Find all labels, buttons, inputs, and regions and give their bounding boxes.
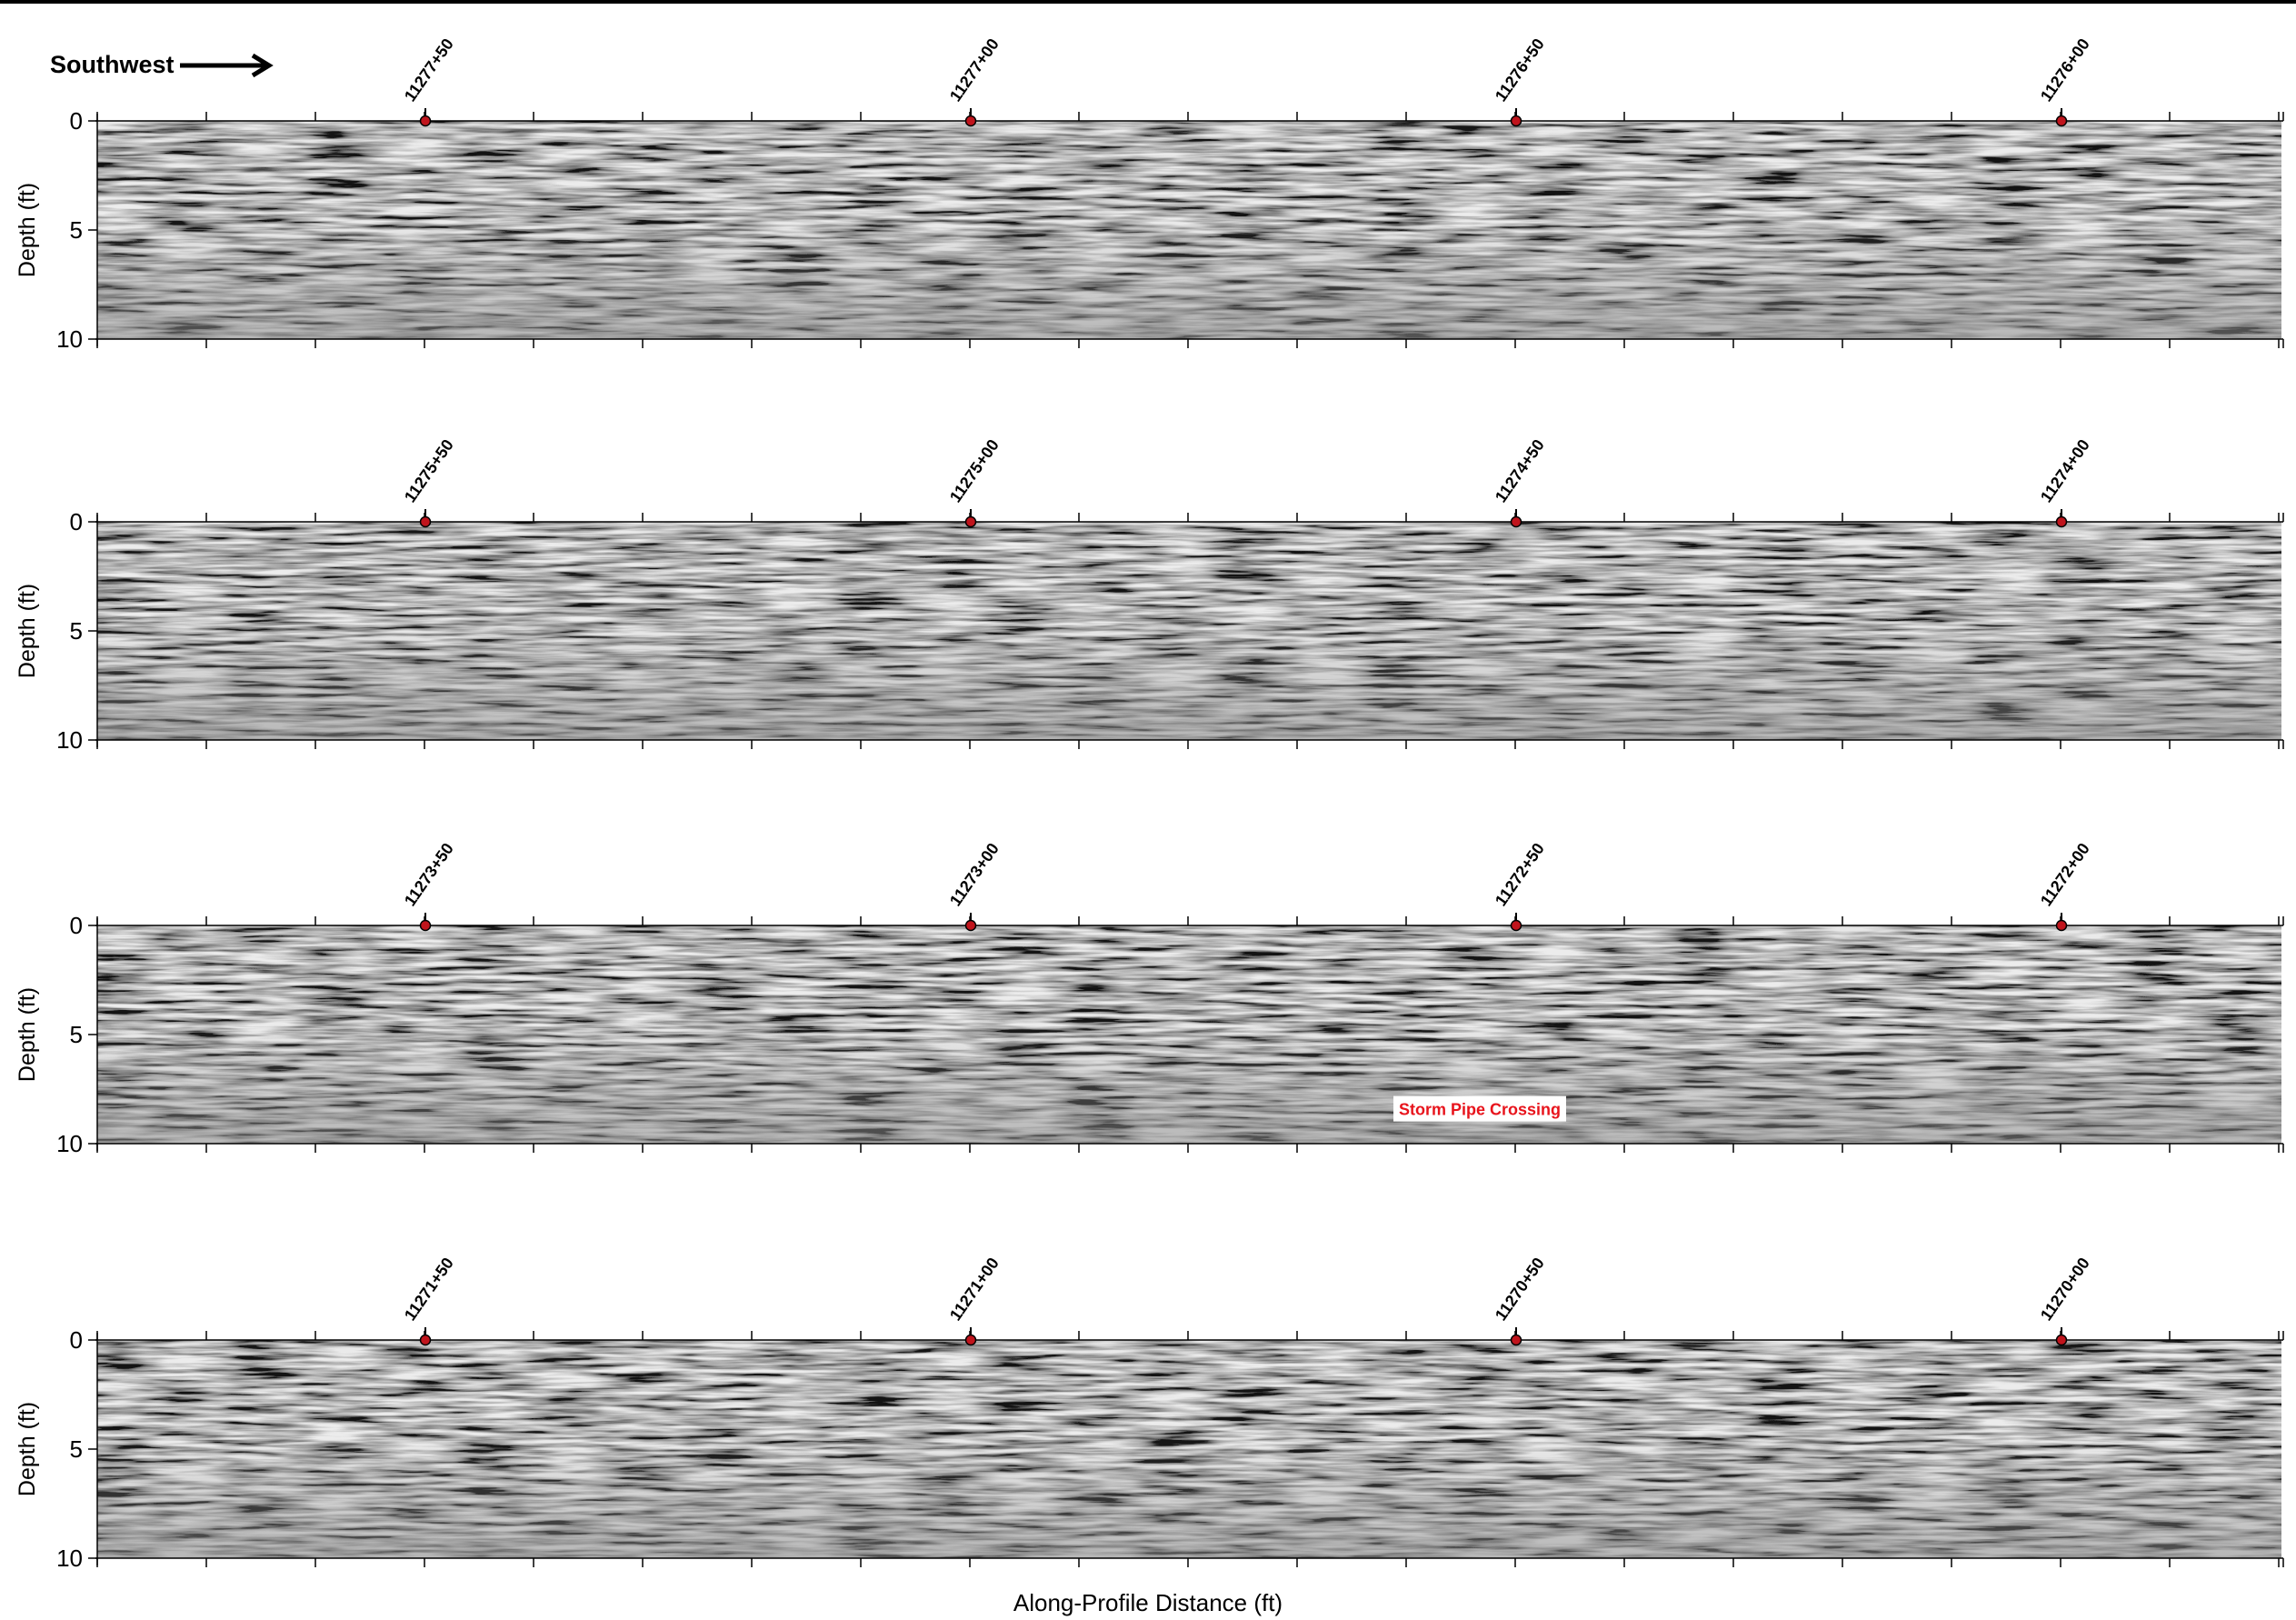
direction-label: Southwest — [50, 51, 175, 78]
station-label: 11270+00 — [2037, 1255, 2093, 1325]
station-label: 11273+50 — [401, 840, 457, 910]
station-marker — [2055, 919, 2068, 932]
station-marker — [419, 919, 432, 932]
depth-tick-label: 5 — [70, 617, 83, 645]
station-label: 11271+50 — [401, 1255, 457, 1325]
station-marker — [1510, 515, 1522, 528]
radargram-panel: 0 5 10 Depth (ft) 11275+50 11275+00 11274+50 11… — [15, 436, 2284, 754]
station-label: 11273+00 — [946, 840, 1003, 910]
arrow-right-icon — [179, 53, 274, 77]
station-marker — [964, 919, 977, 932]
station-label: 11274+00 — [2037, 436, 2093, 506]
radargram-panel: 0 5 10 Depth (ft) 11273+50 11273+00 11272+50 11… — [15, 840, 2284, 1157]
station-label: 11270+50 — [1492, 1255, 1548, 1325]
depth-tick-label: 5 — [70, 1021, 83, 1048]
station-marker — [964, 115, 977, 127]
station-marker — [1510, 919, 1522, 932]
depth-tick-label: 5 — [70, 216, 83, 244]
radargram-depth-fade — [97, 1340, 2281, 1558]
station-label: 11272+50 — [1492, 840, 1548, 910]
y-axis-label: Depth (ft) — [15, 987, 40, 1082]
depth-tick-label: 5 — [70, 1435, 83, 1463]
station-marker — [1510, 1334, 1522, 1346]
radargram-depth-fade — [97, 925, 2281, 1144]
radargram-depth-fade — [97, 522, 2281, 740]
top-border-rule — [0, 0, 2296, 4]
station-label: 11271+00 — [946, 1255, 1003, 1325]
depth-tick-label: 10 — [56, 325, 83, 353]
station-label: 11276+00 — [2037, 35, 2093, 105]
station-marker — [964, 515, 977, 528]
station-label: 11277+00 — [946, 35, 1003, 105]
y-axis-label: Depth (ft) — [15, 183, 40, 277]
station-label: 11277+50 — [401, 35, 457, 105]
station-label: 11272+00 — [2037, 840, 2093, 910]
depth-tick-label: 10 — [56, 1130, 83, 1157]
depth-tick-label: 10 — [56, 1545, 83, 1572]
station-marker — [2055, 115, 2068, 127]
station-label: 11274+50 — [1492, 436, 1548, 506]
depth-tick-label: 0 — [70, 1326, 83, 1354]
radargram-depth-fade — [97, 121, 2281, 339]
station-marker — [419, 515, 432, 528]
station-label: 11275+50 — [401, 436, 457, 506]
direction-indicator: Southwest — [50, 51, 278, 79]
y-axis-label: Depth (ft) — [15, 1402, 40, 1496]
depth-tick-label: 0 — [70, 107, 83, 135]
radargram-panel: 0 5 10 Depth (ft) 11277+50 11277+00 11276+50 11… — [15, 35, 2284, 353]
x-axis-label: Along-Profile Distance (ft) — [1013, 1589, 1283, 1616]
depth-tick-label: 10 — [56, 726, 83, 754]
station-marker — [2055, 1334, 2068, 1346]
station-marker — [419, 115, 432, 127]
station-marker — [1510, 115, 1522, 127]
station-marker — [964, 1334, 977, 1346]
station-marker — [419, 1334, 432, 1346]
y-axis-label: Depth (ft) — [15, 584, 40, 678]
storm-pipe-annotation: Storm Pipe Crossing — [1399, 1101, 1561, 1119]
station-marker — [2055, 515, 2068, 528]
annotation-box — [1393, 1095, 1566, 1122]
radargram-panel: 0 5 10 Depth (ft) 11271+50 11271+00 11270+50 11… — [15, 1255, 2284, 1572]
station-label: 11275+00 — [946, 436, 1003, 506]
depth-tick-label: 0 — [70, 912, 83, 939]
station-label: 11276+50 — [1492, 35, 1548, 105]
depth-tick-label: 0 — [70, 508, 83, 535]
